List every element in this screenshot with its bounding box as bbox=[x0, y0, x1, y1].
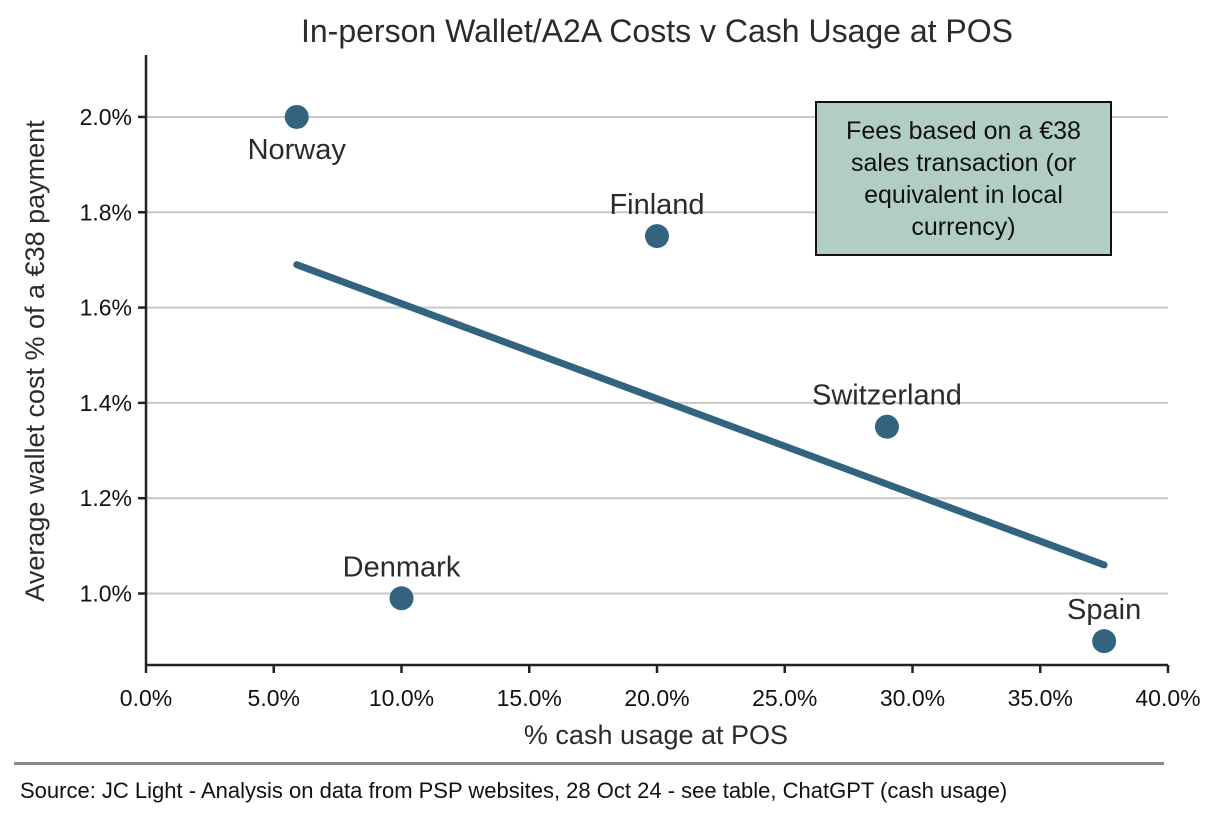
x-axis-label: % cash usage at POS bbox=[524, 720, 788, 750]
x-tick-label: 35.0% bbox=[1008, 685, 1073, 711]
y-axis-label: Average wallet cost % of a €38 payment bbox=[20, 120, 50, 602]
x-tick-label: 20.0% bbox=[624, 685, 689, 711]
x-tick-label: 40.0% bbox=[1135, 685, 1200, 711]
chart-title: In-person Wallet/A2A Costs v Cash Usage … bbox=[301, 13, 1013, 49]
data-point-label: Norway bbox=[248, 134, 347, 166]
x-tick-label: 15.0% bbox=[497, 685, 562, 711]
data-point-label: Spain bbox=[1067, 594, 1141, 626]
data-points: Norway Denmark Finland Switzerland Spain bbox=[248, 104, 1141, 654]
y-tick-label: 1.0% bbox=[80, 581, 132, 607]
data-point bbox=[645, 224, 669, 249]
y-tick-label: 2.0% bbox=[80, 104, 132, 130]
y-tick-label: 1.6% bbox=[80, 295, 132, 321]
data-point bbox=[1092, 629, 1117, 654]
trendline-group bbox=[293, 261, 1108, 569]
data-point bbox=[874, 414, 899, 439]
y-tick-label: 1.4% bbox=[80, 390, 132, 416]
annotation-box: Fees based on a €38 sales transaction (o… bbox=[815, 101, 1112, 256]
x-tick-label: 10.0% bbox=[369, 685, 434, 711]
annotation-text: Fees based on a €38 sales transaction (o… bbox=[846, 116, 1081, 241]
x-tick-label: 30.0% bbox=[880, 685, 945, 711]
footer-divider bbox=[14, 762, 1164, 765]
tick-labels: 1.0% 1.2% 1.4% 1.6% 1.8% 2.0% 0.0% 5.0% 10.0% 15.… bbox=[80, 104, 1201, 711]
data-point bbox=[389, 586, 414, 611]
data-point-label: Denmark bbox=[343, 551, 461, 583]
data-point bbox=[284, 104, 309, 129]
y-tick-label: 1.2% bbox=[80, 485, 132, 511]
data-point-label: Switzerland bbox=[812, 380, 962, 412]
y-tick-label: 1.8% bbox=[80, 199, 132, 225]
x-tick-label: 25.0% bbox=[752, 685, 817, 711]
trendline bbox=[293, 261, 1108, 569]
source-note: Source: JC Light - Analysis on data from… bbox=[20, 778, 1008, 803]
x-tick-label: 5.0% bbox=[248, 685, 300, 711]
axes bbox=[138, 55, 1170, 673]
x-tick-label: 0.0% bbox=[120, 685, 172, 711]
data-point-label: Finland bbox=[609, 189, 704, 221]
scatter-chart: In-person Wallet/A2A Costs v Cash Usage … bbox=[20, 13, 1201, 750]
